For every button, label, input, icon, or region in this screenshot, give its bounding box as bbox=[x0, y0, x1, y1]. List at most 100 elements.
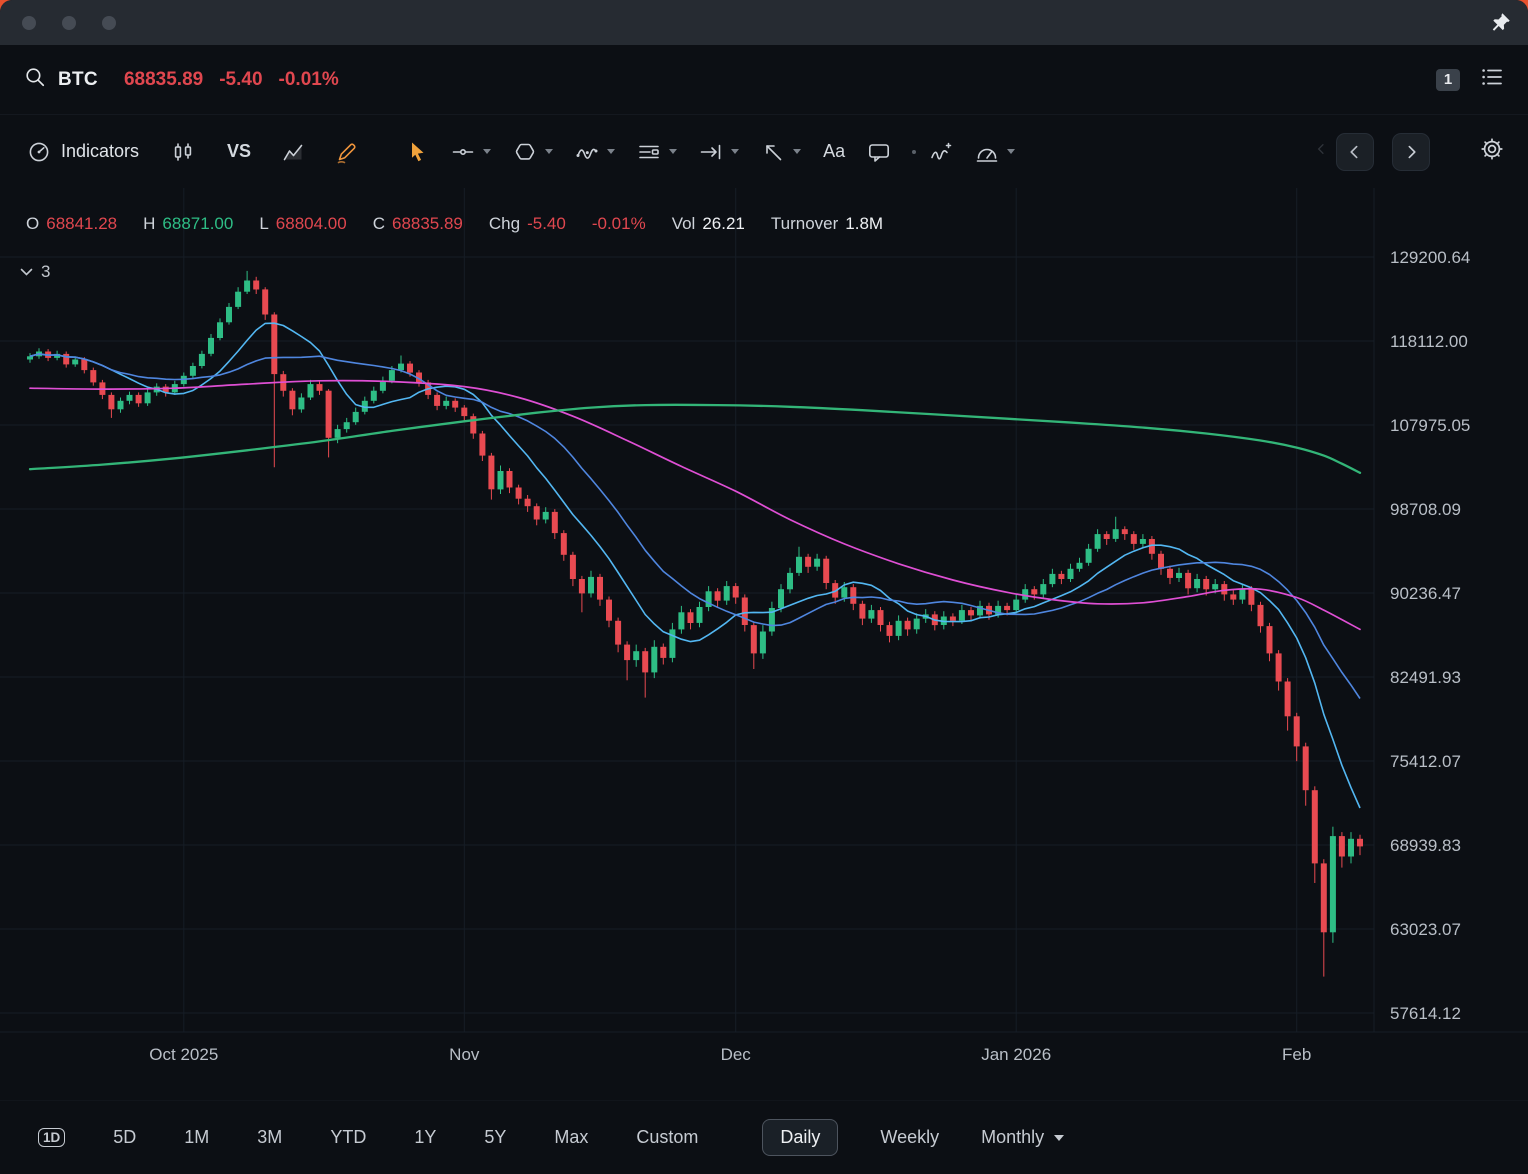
candles bbox=[27, 270, 1363, 977]
text-tool-button[interactable]: Aa bbox=[818, 137, 850, 166]
last-price: 68835.89 bbox=[123, 68, 204, 90]
range-max[interactable]: Max bbox=[554, 1127, 589, 1147]
draw-pen-icon[interactable] bbox=[330, 136, 364, 168]
vol-value: 26.21 bbox=[702, 214, 745, 233]
line-tools-icon[interactable] bbox=[446, 136, 496, 168]
indicators-button[interactable]: Indicators bbox=[22, 136, 144, 168]
open-label: O bbox=[26, 214, 40, 233]
chevron-down-icon[interactable] bbox=[669, 149, 678, 154]
window-zoom-button[interactable] bbox=[102, 15, 116, 30]
scroll-left-button[interactable] bbox=[1336, 132, 1374, 171]
ma-line-MA120 bbox=[28, 403, 1362, 474]
svg-text:Nov: Nov bbox=[449, 1045, 480, 1064]
settings-gear-icon[interactable] bbox=[1480, 137, 1504, 166]
svg-text:Jan 2026: Jan 2026 bbox=[981, 1045, 1051, 1064]
chevron-down-icon[interactable] bbox=[793, 149, 802, 154]
text-tool-label: Aa bbox=[823, 141, 846, 161]
period-daily[interactable]: Daily bbox=[762, 1119, 839, 1156]
period-monthly[interactable]: Monthly bbox=[981, 1127, 1065, 1148]
pin-icon[interactable] bbox=[1490, 11, 1512, 33]
watchlist-icon[interactable] bbox=[1480, 65, 1504, 94]
arrow-marker-icon[interactable] bbox=[756, 136, 806, 168]
chart-toolbar: Indicators VS bbox=[0, 115, 1528, 188]
svg-text:90236.47: 90236.47 bbox=[1390, 584, 1461, 603]
range-bar: 1D 5D 1M 3M YTD 1Y 5Y Max Custom Daily Weekly Mont… bbox=[0, 1100, 1528, 1174]
svg-text:57614.12: 57614.12 bbox=[1390, 1004, 1461, 1023]
wave-tools-icon[interactable] bbox=[570, 136, 620, 168]
toolbar-separator-dot bbox=[912, 149, 917, 154]
svg-text:63023.07: 63023.07 bbox=[1390, 920, 1461, 939]
range-5y[interactable]: 5Y bbox=[484, 1127, 507, 1147]
chevron-down-icon[interactable] bbox=[731, 149, 740, 154]
window-minimize-button[interactable] bbox=[62, 15, 76, 30]
range-custom[interactable]: Custom bbox=[636, 1127, 699, 1147]
price-change: -5.40 bbox=[219, 68, 263, 90]
freehand-draw-icon[interactable] bbox=[924, 136, 958, 168]
toolbar-overflow-chevron-icon[interactable] bbox=[1314, 141, 1330, 162]
close-label: C bbox=[372, 214, 385, 233]
range-1m[interactable]: 1M bbox=[184, 1127, 210, 1147]
price-change-percent: -0.01% bbox=[278, 68, 339, 90]
chart-style-icon[interactable] bbox=[276, 136, 310, 168]
vol-label: Vol bbox=[671, 214, 696, 233]
chart-count-badge[interactable]: 1 bbox=[1436, 68, 1460, 91]
svg-text:Feb: Feb bbox=[1282, 1045, 1311, 1064]
ma-line-MA20 bbox=[29, 353, 1361, 699]
svg-text:107975.05: 107975.05 bbox=[1390, 416, 1470, 435]
shape-tools-icon[interactable] bbox=[508, 136, 558, 168]
svg-text:82491.93: 82491.93 bbox=[1390, 668, 1461, 687]
range-1y[interactable]: 1Y bbox=[414, 1127, 437, 1147]
price-axis-labels[interactable]: 129200.64 118112.00 107975.05 98708.09 90236… bbox=[1390, 248, 1470, 1023]
chevron-down-icon bbox=[20, 268, 33, 276]
chg-label: Chg bbox=[488, 214, 521, 233]
turnover-value: 1.8M bbox=[845, 214, 884, 233]
grid-lines bbox=[0, 188, 1374, 1032]
close-value: 68835.89 bbox=[391, 214, 463, 233]
title-bar[interactable] bbox=[0, 0, 1528, 45]
svg-text:Oct 2025: Oct 2025 bbox=[149, 1045, 218, 1064]
svg-text:118112.00: 118112.00 bbox=[1390, 332, 1468, 351]
chevron-down-icon[interactable] bbox=[545, 149, 554, 154]
range-3m[interactable]: 3M bbox=[257, 1127, 283, 1147]
chg-percent-value: -0.01% bbox=[591, 214, 646, 233]
scroll-right-button[interactable] bbox=[1392, 132, 1430, 171]
indicator-count: 3 bbox=[41, 262, 51, 281]
symbol-name[interactable]: BTC bbox=[58, 68, 98, 90]
ma-line-MA60 bbox=[29, 379, 1361, 631]
quote-row: O 68841.28 H 68871.00 L 68804.00 C 68835.89 … bbox=[26, 214, 883, 234]
price-chart[interactable]: 129200.64 118112.00 107975.05 98708.09 90236… bbox=[0, 188, 1528, 1100]
chevron-down-icon[interactable] bbox=[607, 149, 616, 154]
svg-text:Dec: Dec bbox=[721, 1045, 752, 1064]
line-annotation-icon[interactable] bbox=[632, 136, 682, 168]
vs-label: VS bbox=[227, 141, 252, 161]
chg-value: -5.40 bbox=[527, 214, 566, 233]
low-label: L bbox=[259, 214, 269, 233]
compass-tool-icon[interactable] bbox=[970, 136, 1020, 168]
high-label: H bbox=[143, 214, 156, 233]
range-ytd[interactable]: YTD bbox=[330, 1127, 367, 1147]
symbol-header: BTC 68835.89 -5.40 -0.01% 1 bbox=[0, 45, 1528, 115]
high-value: 68871.00 bbox=[162, 214, 234, 233]
candle-type-icon[interactable] bbox=[166, 136, 200, 168]
svg-text:75412.07: 75412.07 bbox=[1390, 752, 1461, 771]
range-5d[interactable]: 5D bbox=[113, 1127, 137, 1147]
chevron-down-icon[interactable] bbox=[1007, 149, 1016, 154]
period-weekly[interactable]: Weekly bbox=[880, 1127, 940, 1147]
dropdown-caret-icon bbox=[1054, 1134, 1065, 1141]
compare-vs-button[interactable]: VS bbox=[222, 137, 256, 166]
indicators-label: Indicators bbox=[61, 141, 140, 161]
ray-tool-icon[interactable] bbox=[694, 136, 744, 168]
cursor-tool-icon[interactable] bbox=[400, 136, 434, 168]
range-buttons: 1D 5D 1M 3M YTD 1Y 5Y Max Custom bbox=[38, 1127, 698, 1148]
time-axis-labels[interactable]: Oct 2025 Nov Dec Jan 2026 Feb bbox=[149, 1045, 1311, 1064]
search-icon[interactable] bbox=[24, 66, 46, 93]
period-buttons: Daily Weekly Monthly bbox=[762, 1119, 1065, 1156]
ma-line-MA10 bbox=[29, 322, 1361, 809]
chevron-down-icon[interactable] bbox=[483, 149, 492, 154]
indicator-collapse-toggle[interactable]: 3 bbox=[20, 262, 50, 282]
window-close-button[interactable] bbox=[22, 15, 36, 30]
range-1d[interactable]: 1D bbox=[38, 1128, 66, 1147]
svg-text:129200.64: 129200.64 bbox=[1390, 248, 1470, 267]
comment-tool-icon[interactable] bbox=[862, 136, 896, 168]
